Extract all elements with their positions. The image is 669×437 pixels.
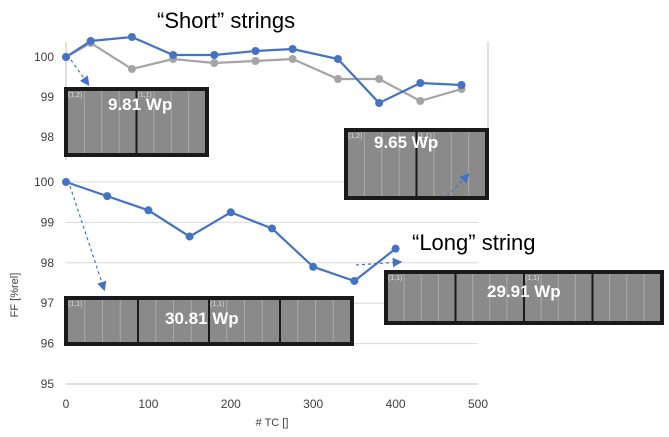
y-tick-label: 98 [41, 130, 55, 144]
long-series-point [309, 262, 318, 271]
x-tick-label: 400 [386, 397, 406, 411]
short-gray-series-point [288, 55, 297, 63]
short-gray-series-point [210, 59, 219, 67]
short-strings-title: “Short” strings [157, 8, 295, 33]
y-tick-label: 97 [41, 296, 55, 310]
el-power-label: 30.81 Wp [165, 309, 239, 328]
series-layer [62, 33, 466, 285]
short-blue-series-point [375, 99, 384, 107]
short-blue-series-point [127, 33, 136, 41]
y-tick-label: 99 [41, 90, 55, 104]
long-series-point [62, 178, 70, 186]
pointer-arrow [70, 59, 90, 86]
el-images-layer: (1,2) (1,1)9.81 Wp(1,2) (1,1)9.65 Wp(1,1)(… [64, 59, 664, 346]
cell-id-label: (1,1) [138, 92, 152, 99]
el-image-3: (1,1) (1,1)29.91 Wp [384, 270, 664, 325]
x-tick-label: 200 [221, 397, 241, 411]
el-power-label: 9.81 Wp [108, 95, 172, 114]
long-series-point [350, 276, 359, 285]
labels-layer: “Short” strings “Long” string # TC [] FF… [9, 8, 536, 429]
y-tick-label: 95 [41, 377, 55, 391]
cell-id-label: (1,1) [388, 275, 402, 282]
cell-id-label: (1,1) [210, 301, 224, 308]
short-blue-series-point [288, 45, 297, 53]
long-series-point [185, 232, 194, 241]
y-tick-label: 100 [34, 50, 54, 64]
cell-id-label: (1,1) [525, 275, 539, 282]
el-image-0: (1,2) (1,1)9.81 Wp [64, 87, 209, 157]
pointer-arrow [69, 185, 107, 292]
y-axis-title: FF [%rel] [9, 273, 21, 318]
y-tick-label: 98 [41, 256, 55, 270]
long-series-point [268, 224, 276, 233]
pointer-arrow [446, 173, 470, 197]
x-axis-title: # TC [] [256, 417, 289, 429]
x-tick-label: 0 [63, 397, 70, 411]
long-string-title: “Long” string [412, 230, 536, 255]
short-blue-series-point [210, 51, 219, 59]
short-gray-series-point [127, 65, 136, 73]
long-series-point [103, 192, 112, 201]
cell-id-label: (1,1) [418, 133, 432, 140]
x-tick-label: 500 [468, 397, 488, 411]
el-image-1: (1,2) (1,1)9.65 Wp [344, 128, 489, 200]
cell-id-label: (1,2) [348, 133, 362, 140]
el-image-2: (1,1) (1,1)30.81 Wp [64, 296, 354, 346]
y-tick-label: 100 [34, 175, 54, 189]
pointer-arrow [355, 257, 403, 268]
el-power-label: 29.91 Wp [487, 282, 561, 301]
x-tick-label: 300 [303, 397, 323, 411]
short-blue-series-point [169, 51, 178, 59]
cell-id-label: (1,1) [68, 301, 82, 308]
long-series-point [226, 208, 235, 217]
short-blue-series-point [333, 55, 342, 63]
y-tick-label: 99 [41, 215, 55, 229]
short-gray-series-point [251, 57, 260, 65]
y-tick-label: 96 [41, 337, 55, 351]
short-gray-series-point [375, 75, 384, 83]
cell-id-label: (1,2) [68, 92, 82, 99]
short-blue-series-point [62, 53, 70, 61]
short-blue-series-point [457, 81, 466, 89]
short-blue-series-point [86, 37, 95, 45]
long-series-point [144, 206, 153, 215]
el-power-label: 9.65 Wp [374, 133, 438, 152]
x-tick-label: 100 [138, 397, 158, 411]
long-series-point [391, 244, 400, 253]
short-gray-series-point [333, 75, 342, 83]
short-blue-series-point [251, 47, 260, 55]
short-gray-series-point [416, 97, 425, 105]
short-blue-series-point [416, 79, 425, 87]
